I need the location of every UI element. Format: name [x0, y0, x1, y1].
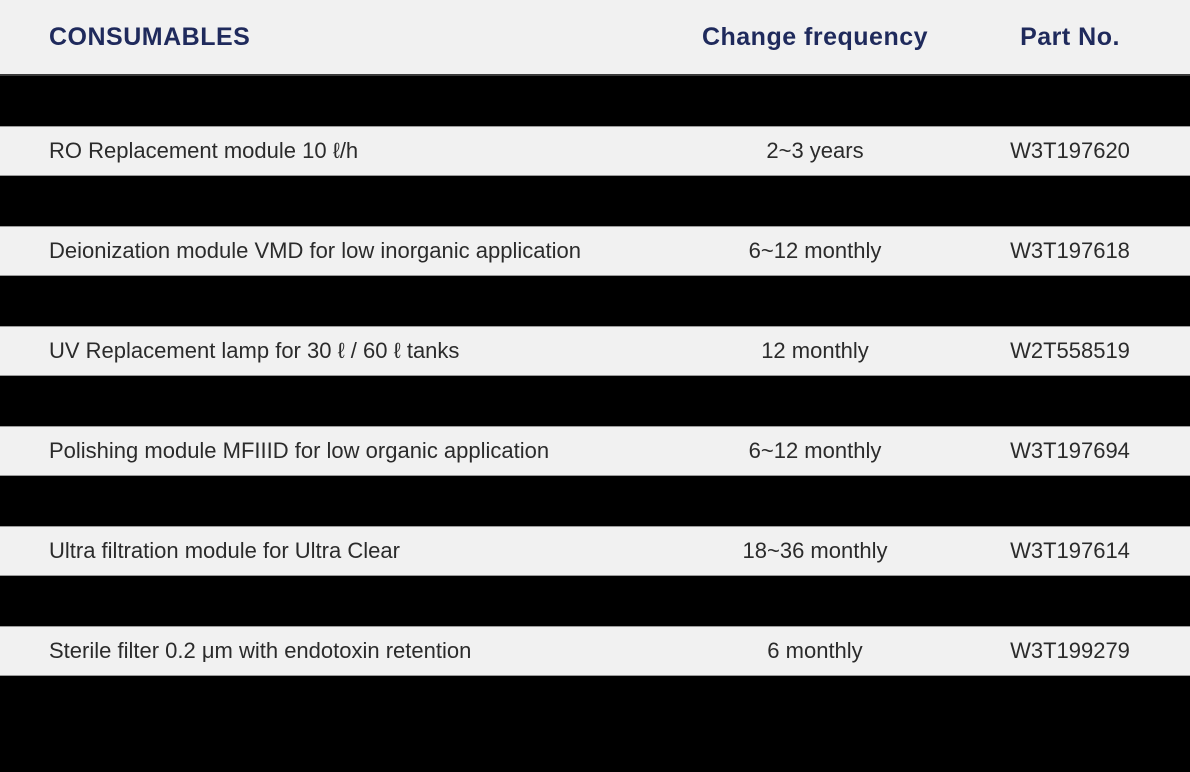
part-number-value: W3T197620: [1010, 138, 1130, 163]
change-frequency-value: 2~3 years: [766, 138, 864, 163]
part-number-value: W3T199279: [1010, 638, 1130, 663]
table-row: UV Replacement lamp for 30 ℓ / 60 ℓ tank…: [0, 326, 1190, 376]
consumable-name: Ultra filtration module for Ultra Clear: [49, 538, 400, 563]
part-number-value: W3T197694: [1010, 438, 1130, 463]
divider-band: [0, 76, 1190, 126]
part-number-value: W2T558519: [1010, 338, 1130, 363]
table-header-row: CONSUMABLES Change frequency Part No.: [0, 0, 1190, 76]
part-number-value: W3T197618: [1010, 238, 1130, 263]
table-row: Ultra filtration module for Ultra Clear …: [0, 526, 1190, 576]
consumable-name: RO Replacement module 10 ℓ/h: [49, 138, 359, 163]
divider-band: [0, 476, 1190, 526]
consumable-name: Deionization module VMD for low inorgani…: [49, 238, 581, 263]
consumable-name: Polishing module MFIIID for low organic …: [49, 438, 550, 463]
table-row: Sterile filter 0.2 μm with endotoxin ret…: [0, 626, 1190, 676]
column-header-part-no: Part No.: [1020, 22, 1120, 51]
change-frequency-value: 12 monthly: [761, 338, 869, 363]
divider-band: [0, 176, 1190, 226]
divider-band: [0, 376, 1190, 426]
consumable-name: UV Replacement lamp for 30 ℓ / 60 ℓ tank…: [49, 338, 460, 363]
change-frequency-value: 6 monthly: [767, 638, 863, 663]
change-frequency-value: 18~36 monthly: [742, 538, 888, 563]
divider-band: [0, 576, 1190, 626]
part-number-value: W3T197614: [1010, 538, 1130, 563]
change-frequency-value: 6~12 monthly: [748, 438, 882, 463]
change-frequency-value: 6~12 monthly: [748, 238, 882, 263]
table-row: Deionization module VMD for low inorgani…: [0, 226, 1190, 276]
divider-band-bottom: [0, 676, 1190, 770]
divider-band: [0, 276, 1190, 326]
table-row: Polishing module MFIIID for low organic …: [0, 426, 1190, 476]
column-header-consumables: CONSUMABLES: [49, 22, 251, 51]
table-row: RO Replacement module 10 ℓ/h 2~3 years W…: [0, 126, 1190, 176]
consumable-name: Sterile filter 0.2 μm with endotoxin ret…: [49, 638, 472, 663]
column-header-change-frequency: Change frequency: [701, 22, 929, 51]
